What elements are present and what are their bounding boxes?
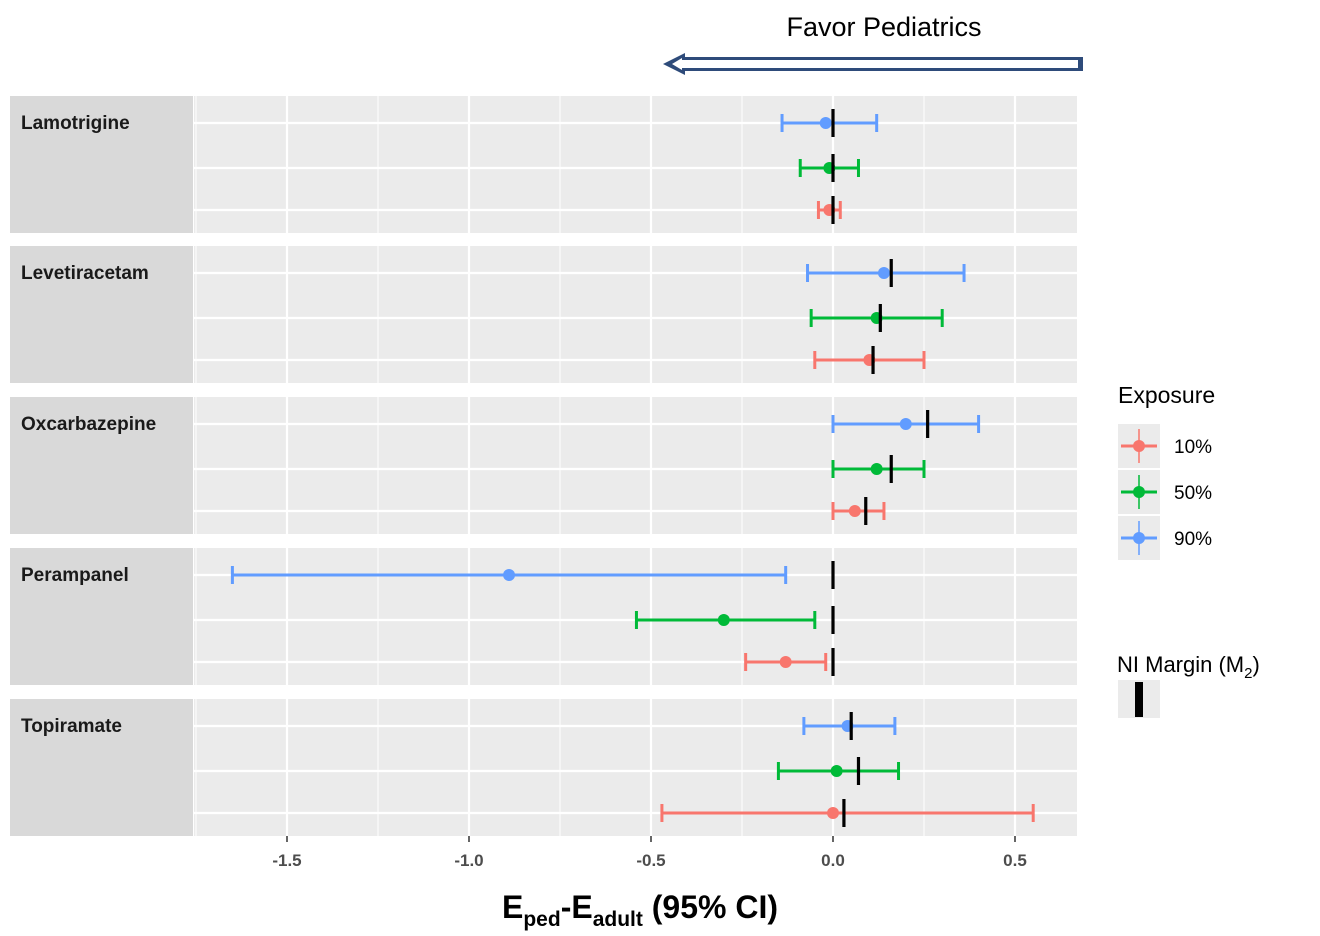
point-estimate: [503, 569, 516, 581]
x-label-part: E: [502, 889, 523, 925]
ci-row: [831, 497, 886, 525]
x-tick-label: -0.5: [636, 851, 665, 870]
x-label-subscript: adult: [593, 908, 643, 931]
ci-row: [230, 561, 835, 589]
point-estimate: [848, 505, 861, 517]
point-estimate: [870, 463, 883, 475]
ci-row: [816, 196, 842, 224]
x-tick-label: -1.5: [272, 851, 301, 870]
ni-margin-legend-title: NI Margin (M2): [1117, 652, 1260, 682]
ci-row: [634, 606, 835, 634]
ci-row: [813, 346, 926, 374]
panel-levetiracetam: Levetiracetam: [10, 246, 1077, 383]
point-estimate: [827, 807, 839, 819]
point-estimate: [819, 117, 832, 129]
favor-arrow-icon: [663, 53, 1083, 75]
panels: Lamotrigine Levetiracetam Oxcarbazepine Per…: [10, 96, 1077, 836]
ni-margin-key-icon: [1135, 682, 1143, 717]
strip-background: [10, 548, 193, 685]
x-label-part: -E: [561, 889, 593, 925]
legend: Exposure 10% 50% 90%: [1118, 382, 1215, 560]
panel-oxcarbazepine: Oxcarbazepine: [10, 397, 1077, 534]
panel-background: [194, 96, 1077, 233]
ci-row: [806, 259, 966, 287]
x-label-part: (95% CI): [643, 889, 778, 925]
ni-margin-title-subscript: 2: [1244, 665, 1252, 682]
strip-background: [10, 246, 193, 383]
ci-row: [744, 648, 835, 676]
strip-background: [10, 397, 193, 534]
strip-label: Levetiracetam: [21, 263, 149, 284]
x-tick-label: 0.0: [821, 851, 845, 870]
legend-key-point: [1133, 440, 1145, 452]
point-estimate: [899, 418, 912, 430]
panel-background: [194, 397, 1077, 534]
x-label-subscript: ped: [523, 908, 560, 931]
legend-key-point: [1133, 486, 1145, 498]
point-estimate: [877, 267, 890, 279]
panel-lamotrigine: Lamotrigine: [10, 96, 1077, 233]
legend-label: 10%: [1174, 437, 1212, 458]
panel-perampanel: Perampanel: [10, 548, 1077, 685]
ci-row: [780, 109, 879, 137]
strip-label: Perampanel: [21, 565, 129, 586]
strip-label: Topiramate: [21, 716, 122, 737]
ni-margin-title-part: ): [1252, 652, 1259, 677]
legend-title: Exposure: [1118, 382, 1215, 408]
ci-row: [660, 799, 1035, 827]
ci-row: [809, 304, 944, 332]
legend-label: 50%: [1174, 483, 1212, 504]
ci-row: [802, 712, 897, 740]
point-estimate: [779, 656, 792, 668]
panel-background: [194, 699, 1077, 836]
legend-key-point: [1133, 532, 1145, 544]
x-axis-label: Eped-Eadult (95% CI): [502, 889, 778, 931]
favor-annotation-text: Favor Pediatrics: [786, 12, 981, 42]
ni-margin-title-part: NI Margin (M: [1117, 652, 1244, 677]
point-estimate: [830, 765, 843, 777]
ci-row: [798, 154, 860, 182]
ci-row: [776, 757, 901, 785]
panel-topiramate: Topiramate: [10, 699, 1077, 836]
ci-row: [831, 455, 926, 483]
point-estimate: [717, 614, 730, 626]
strip-background: [10, 699, 193, 836]
x-axis: -1.5 -1.0 -0.5 0.0 0.5: [272, 836, 1027, 870]
strip-background: [10, 96, 193, 233]
panel-background: [194, 246, 1077, 383]
strip-label: Oxcarbazepine: [21, 414, 156, 435]
x-tick-label: -1.0: [454, 851, 483, 870]
x-tick-label: 0.5: [1003, 851, 1027, 870]
legend-label: 90%: [1174, 529, 1212, 550]
ni-margin-legend: NI Margin (M2): [1117, 652, 1260, 718]
strip-label: Lamotrigine: [21, 113, 130, 134]
ci-row: [831, 410, 981, 438]
